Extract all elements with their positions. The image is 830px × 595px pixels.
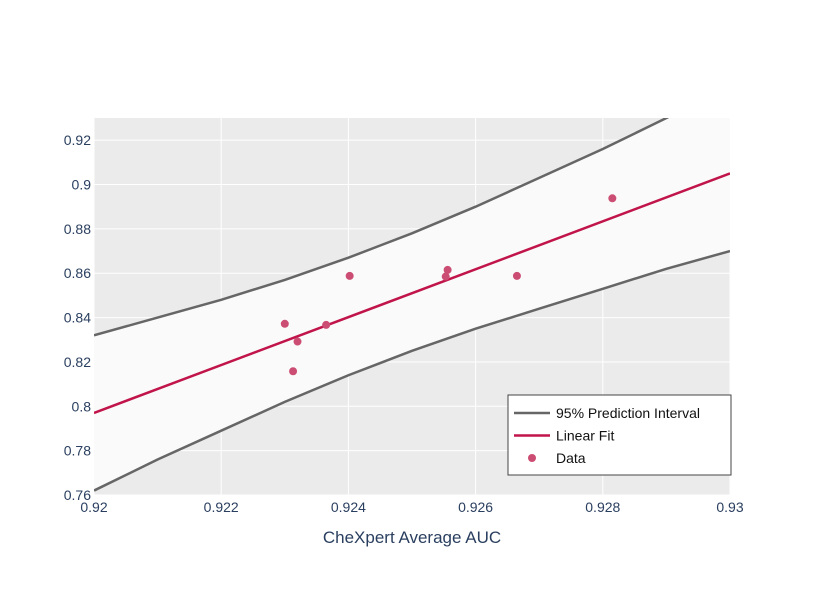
y-tick-label: 0.78 — [64, 443, 91, 459]
linear-fit-line — [94, 172, 730, 415]
x-tick-label: 0.922 — [204, 499, 239, 515]
legend-label: 95% Prediction Interval — [556, 405, 700, 421]
y-tick-label: 0.8 — [72, 398, 92, 414]
y-tick-label: 0.86 — [64, 265, 91, 281]
data-point — [280, 319, 289, 328]
x-tick-label: 0.928 — [585, 499, 620, 515]
y-tick-label: 0.82 — [64, 354, 91, 370]
legend-label: Data — [556, 450, 586, 466]
y-axis-ticks: 0.76 0.78 0.8 0.82 0.84 0.86 0.88 0.9 0.92 — [64, 132, 91, 503]
data-point — [322, 320, 331, 329]
y-tick-label: 0.76 — [64, 487, 91, 503]
prediction-band — [94, 118, 730, 491]
prediction-band-fill — [94, 118, 730, 491]
y-tick-label: 0.92 — [64, 132, 91, 148]
legend-label: Linear Fit — [556, 428, 614, 444]
y-tick-label: 0.84 — [64, 310, 91, 326]
legend: 95% Prediction Interval Linear Fit Data — [507, 394, 732, 476]
data-point — [293, 337, 302, 346]
x-tick-label: 0.93 — [716, 499, 743, 515]
series-lines — [94, 118, 730, 492]
y-tick-label: 0.9 — [72, 177, 92, 193]
x-tick-label: 0.92 — [80, 499, 107, 515]
data-point — [443, 265, 452, 274]
prediction-lower-line — [94, 249, 730, 492]
data-point — [345, 271, 354, 280]
data-point — [608, 194, 617, 203]
prediction-upper-line — [94, 118, 670, 337]
legend-marker-data — [528, 454, 536, 462]
y-tick-label: 0.88 — [64, 221, 91, 237]
data-point — [512, 271, 521, 280]
x-axis-title: CheXpert Average AUC — [323, 528, 501, 547]
x-axis-ticks: 0.92 0.922 0.924 0.926 0.928 0.93 — [80, 499, 743, 515]
data-points — [280, 194, 617, 376]
data-point — [441, 272, 450, 281]
x-tick-label: 0.924 — [331, 499, 366, 515]
x-tick-label: 0.926 — [458, 499, 493, 515]
data-point — [289, 367, 298, 376]
